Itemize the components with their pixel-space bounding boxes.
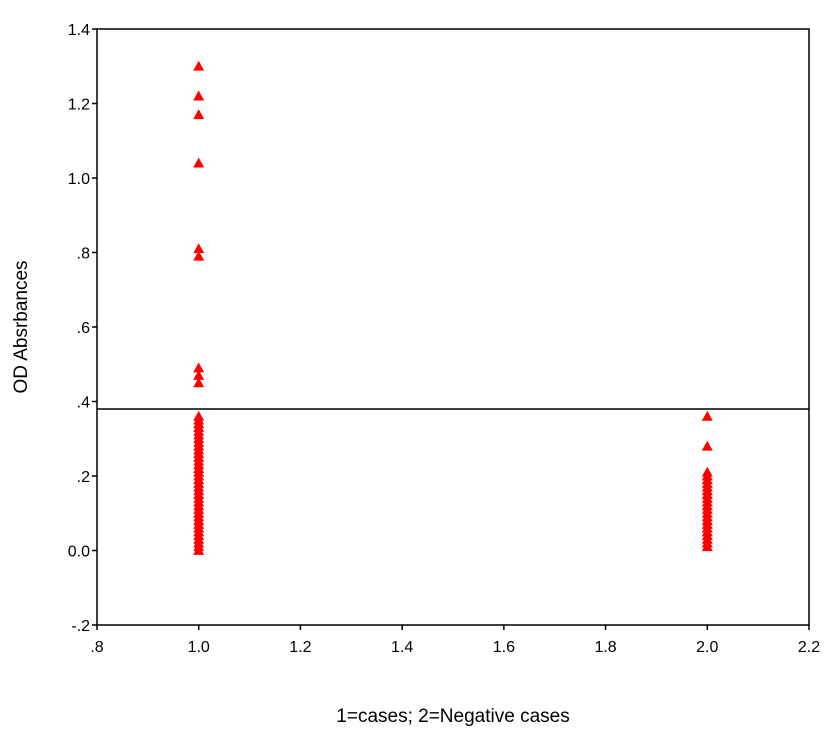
data-point-s1 xyxy=(193,243,205,254)
x-tick-label: .8 xyxy=(90,639,103,656)
y-axis-title: OD Absrbances xyxy=(11,260,32,393)
x-tick-label: 2.2 xyxy=(798,639,820,656)
y-tick-label: 0.0 xyxy=(68,544,90,561)
x-tick-label: 1.8 xyxy=(594,639,616,656)
data-point-s1 xyxy=(193,109,205,120)
data-point-s1 xyxy=(193,157,205,168)
y-tick-label: 1.0 xyxy=(68,171,90,188)
x-axis: .8 1.0 1.2 1.4 1.6 1.8 2.0 2.2 xyxy=(90,625,820,656)
y-tick-label: 1.4 xyxy=(68,22,90,39)
y-tick-label: .4 xyxy=(77,395,90,412)
x-tick-label: 1.4 xyxy=(391,639,413,656)
x-tick-label: 1.2 xyxy=(289,639,311,656)
data-point-s1 xyxy=(193,545,205,555)
data-point-s1 xyxy=(193,362,205,373)
y-tick-label: -.2 xyxy=(71,618,90,635)
data-point-s2 xyxy=(701,541,713,552)
y-tick-label: .2 xyxy=(77,469,90,486)
data-point-s1 xyxy=(193,250,205,261)
x-tick-label: 1.0 xyxy=(188,639,210,656)
x-tick-label: 1.6 xyxy=(493,639,515,656)
x-axis-title: 1=cases; 2=Negative cases xyxy=(336,706,569,727)
y-tick-label: .6 xyxy=(77,320,90,337)
data-point-s1 xyxy=(193,377,205,388)
y-tick-label: 1.2 xyxy=(68,97,90,114)
data-point-s1 xyxy=(193,60,205,71)
x-tick-label: 2.0 xyxy=(696,639,718,656)
data-points xyxy=(193,60,713,555)
data-point-s1 xyxy=(193,369,205,380)
data-point-s2 xyxy=(701,440,713,451)
y-axis: -.2 0.0 .2 .4 .6 .8 1.0 1.2 1.4 xyxy=(68,22,97,635)
y-tick-label: .8 xyxy=(77,246,90,263)
data-point-s1 xyxy=(193,90,205,101)
data-point-s2 xyxy=(701,410,713,421)
